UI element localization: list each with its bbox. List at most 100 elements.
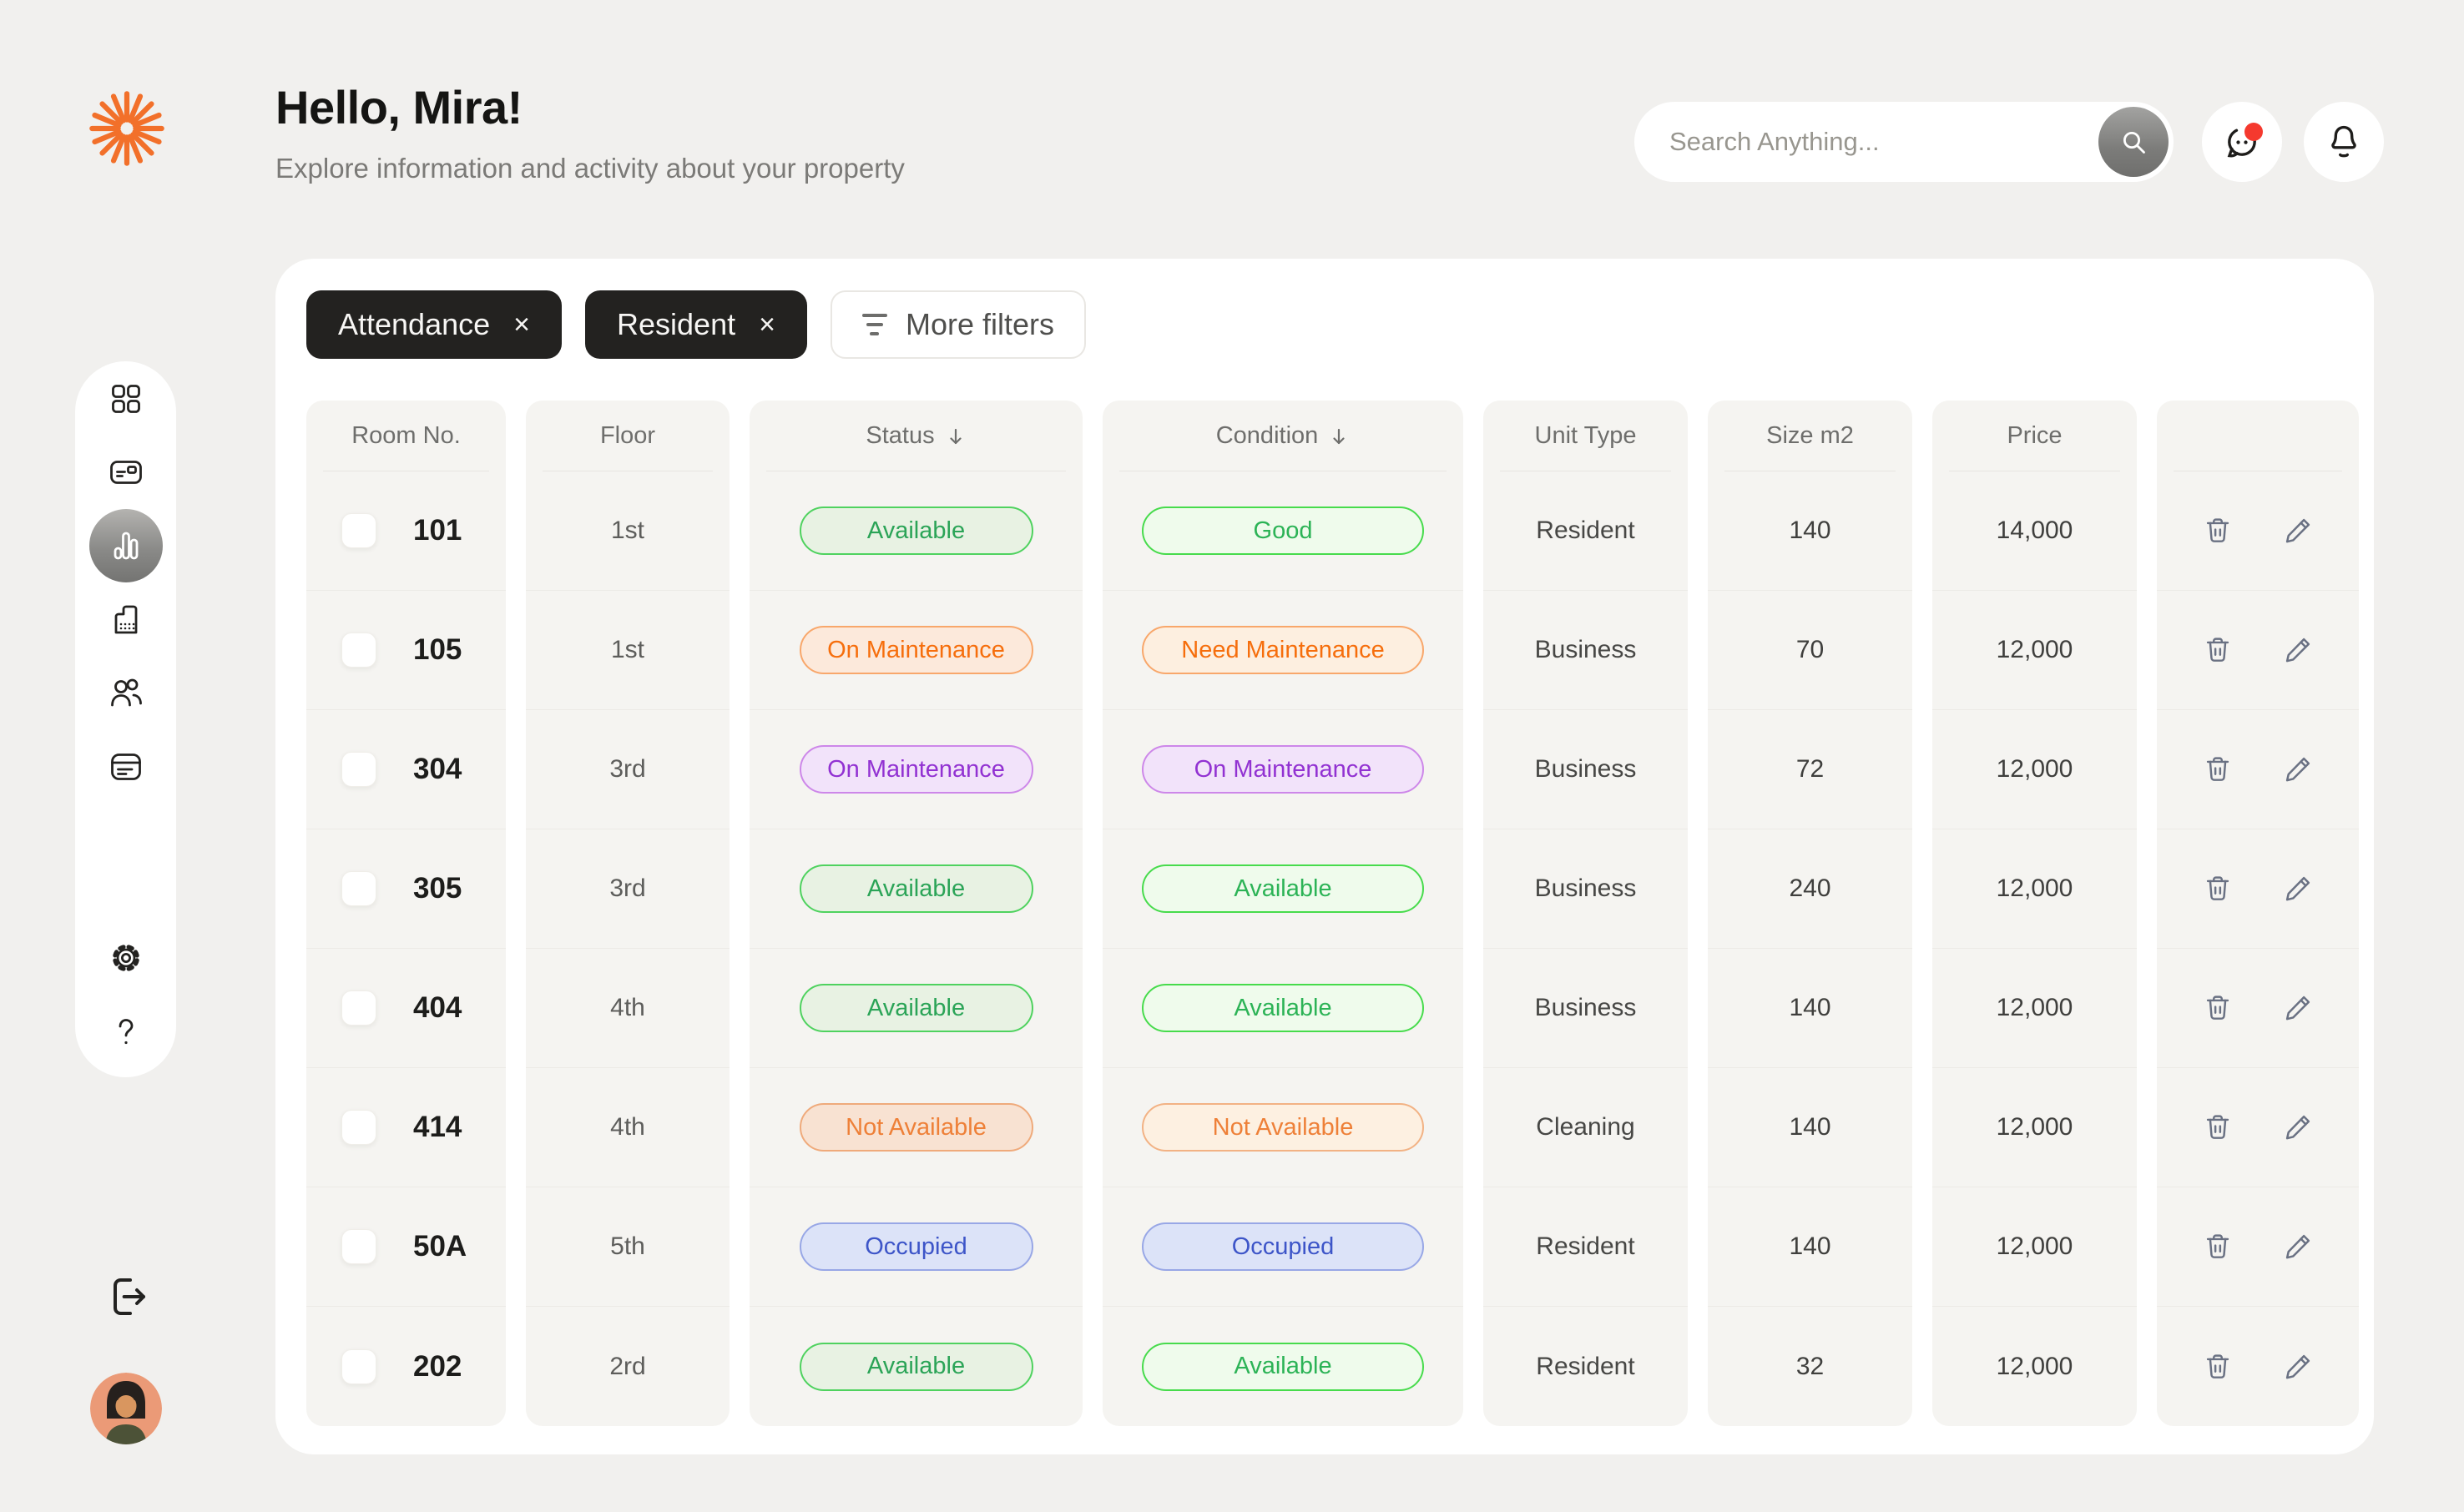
sidebar-footer: [89, 921, 163, 1068]
room-cell: 414: [306, 1068, 506, 1187]
floor-cell: 5th: [526, 1187, 730, 1307]
condition-badge: Good: [1142, 507, 1424, 555]
condition-cell: Good: [1103, 471, 1463, 591]
room-cell: 105: [306, 591, 506, 710]
sidebar-item-id-card[interactable]: [89, 436, 163, 509]
edit-row-button[interactable]: [2280, 751, 2316, 788]
delete-row-button[interactable]: [2199, 751, 2236, 788]
status-cell: Available: [750, 949, 1083, 1068]
logout-button[interactable]: [100, 1270, 154, 1323]
edit-row-button[interactable]: [2280, 1109, 2316, 1146]
sidebar-item-users[interactable]: [89, 656, 163, 729]
edit-row-button[interactable]: [2280, 1228, 2316, 1265]
unit-cell: Business: [1483, 949, 1688, 1068]
row-checkbox[interactable]: [341, 1348, 376, 1384]
sidebar-item-chart[interactable]: [88, 509, 163, 582]
actions-cell: [2157, 591, 2359, 710]
sidebar-item-help[interactable]: [89, 995, 163, 1068]
column-header-condition[interactable]: Condition: [1103, 401, 1463, 471]
settings-icon: [106, 938, 146, 978]
column-header-floor: Floor: [526, 401, 730, 471]
column-condition: Condition Good Need Maintenance On Mainten…: [1103, 401, 1463, 1426]
edit-row-button[interactable]: [2280, 512, 2316, 549]
column-label: Size m2: [1766, 422, 1854, 449]
user-avatar[interactable]: [90, 1373, 162, 1444]
row-checkbox[interactable]: [341, 1229, 376, 1264]
help-icon: [106, 1011, 146, 1051]
pencil-icon: [2280, 513, 2315, 548]
grid-icon: [106, 379, 146, 419]
search-input[interactable]: [1634, 127, 2098, 157]
chart-icon: [106, 526, 146, 566]
delete-row-button[interactable]: [2199, 870, 2236, 907]
row-checkbox[interactable]: [341, 513, 376, 548]
row-checkbox[interactable]: [341, 1110, 376, 1145]
status-badge: Not Available: [799, 1103, 1033, 1152]
status-badge: Available: [799, 507, 1033, 555]
row-checkbox[interactable]: [341, 990, 376, 1026]
sidebar-item-grid[interactable]: [89, 362, 163, 436]
column-unit: Unit Type Resident Business Business Busines…: [1483, 401, 1688, 1426]
remove-filter-icon[interactable]: ×: [759, 309, 775, 340]
more-filters-button[interactable]: More filters: [830, 290, 1086, 359]
condition-cell: Occupied: [1103, 1187, 1463, 1307]
floor-cell: 3rd: [526, 829, 730, 949]
room-number: 304: [413, 753, 462, 785]
messages-button[interactable]: [2202, 102, 2282, 182]
sidebar-item-settings[interactable]: [89, 921, 163, 995]
sidebar-item-calendar[interactable]: [89, 729, 163, 803]
row-checkbox[interactable]: [341, 871, 376, 906]
status-badge: Available: [799, 1342, 1033, 1391]
room-number: 50A: [413, 1230, 467, 1263]
delete-row-button[interactable]: [2199, 632, 2236, 668]
actions-cell: [2157, 1068, 2359, 1187]
delete-row-button[interactable]: [2199, 990, 2236, 1026]
pencil-icon: [2280, 990, 2315, 1026]
unit-cell: Resident: [1483, 471, 1688, 591]
more-filters-label: More filters: [905, 307, 1054, 341]
condition-cell: Available: [1103, 829, 1463, 949]
filter-chip-resident[interactable]: Resident ×: [585, 290, 807, 359]
condition-badge: Not Available: [1142, 1103, 1424, 1152]
row-checkbox[interactable]: [341, 633, 376, 668]
search-button[interactable]: [2098, 107, 2169, 177]
size-cell: 72: [1708, 710, 1912, 829]
trash-icon: [2200, 1349, 2235, 1384]
column-header-price: Price: [1932, 401, 2137, 471]
column-label: Status: [866, 422, 935, 449]
column-header-status[interactable]: Status: [750, 401, 1083, 471]
room-cell: 101: [306, 471, 506, 591]
building-icon: [106, 599, 146, 639]
delete-row-button[interactable]: [2199, 1109, 2236, 1146]
floor-cell: 1st: [526, 591, 730, 710]
unit-cell: Cleaning: [1483, 1068, 1688, 1187]
delete-row-button[interactable]: [2199, 1348, 2236, 1385]
sort-down-icon: [1328, 426, 1350, 447]
column-actions: [2157, 401, 2359, 1426]
edit-row-button[interactable]: [2280, 632, 2316, 668]
edit-row-button[interactable]: [2280, 870, 2316, 907]
sidebar-item-building[interactable]: [89, 582, 163, 656]
condition-cell: On Maintenance: [1103, 710, 1463, 829]
column-label: Room No.: [351, 422, 461, 449]
users-icon: [106, 673, 146, 713]
size-cell: 32: [1795, 1352, 1825, 1380]
remove-filter-icon[interactable]: ×: [513, 309, 531, 340]
filter-chip-attendance[interactable]: Attendance ×: [306, 290, 563, 359]
row-checkbox[interactable]: [341, 752, 376, 787]
delete-row-button[interactable]: [2199, 512, 2236, 549]
notifications-button[interactable]: [2304, 102, 2384, 182]
room-cell: 305: [306, 829, 506, 949]
room-cell: 404: [306, 949, 506, 1068]
room-number: 101: [413, 514, 462, 547]
floor-cell: 4th: [526, 1068, 730, 1187]
edit-row-button[interactable]: [2280, 1348, 2316, 1385]
edit-row-button[interactable]: [2280, 990, 2316, 1026]
status-cell: Available: [750, 471, 1083, 591]
column-header-actions: [2157, 401, 2359, 471]
rooms-table: Room No. 101 105 304 305 404 414 50A 202 Floor 1st…: [306, 401, 2374, 1426]
unit-cell: Resident: [1483, 1187, 1688, 1307]
delete-row-button[interactable]: [2199, 1228, 2236, 1265]
status-cell: On Maintenance: [750, 591, 1083, 710]
